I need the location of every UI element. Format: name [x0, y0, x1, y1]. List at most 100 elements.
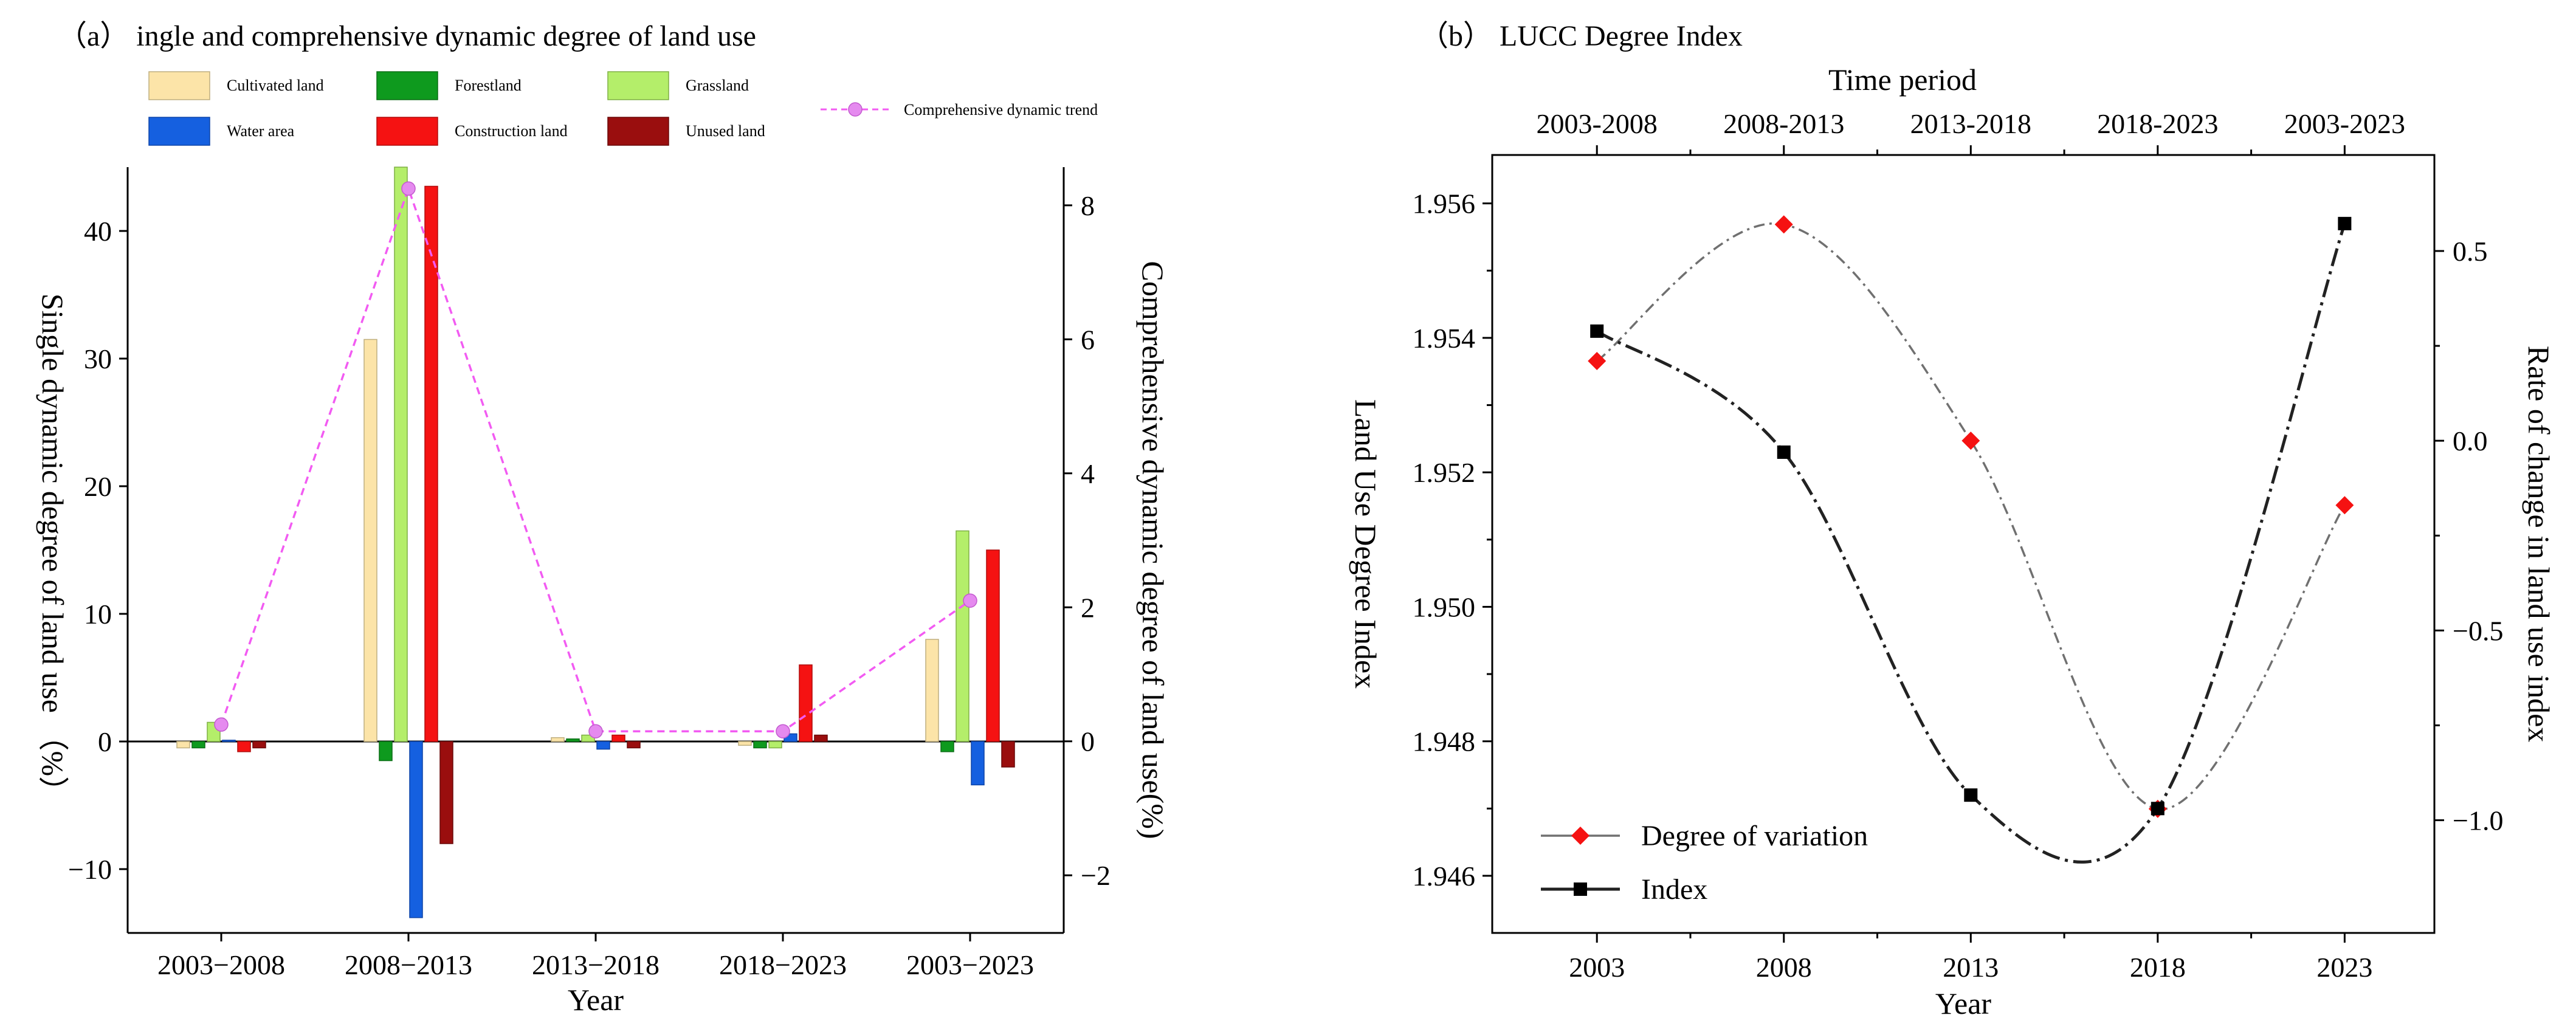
- legend-swatch-construction-land: [376, 117, 438, 146]
- panel-b-top-tick-label: 2003-2008: [1537, 108, 1658, 139]
- bar-grassland: [394, 167, 408, 742]
- panel-a-x-tick-label: 2003−2008: [157, 949, 285, 980]
- panel-b-x-ticks: 2003 2008 2013 2018 2023: [1569, 933, 2372, 983]
- legend-swatch-forestland: [376, 71, 438, 100]
- index-point: [2151, 802, 2164, 816]
- panel-b-top-tick-label: 2003-2023: [2284, 108, 2405, 139]
- bar-construction-land: [986, 549, 1000, 742]
- panel-b-y2-tick-label: −1.0: [2453, 805, 2503, 836]
- legend-swatch-grassland: [607, 71, 669, 100]
- bar-forestland: [753, 741, 767, 749]
- index-line: [1596, 223, 2346, 864]
- comprehensive-trend-line: [220, 185, 971, 732]
- degree-of-variation-point: [1588, 352, 1607, 371]
- panel-b-lines: [1588, 215, 2354, 864]
- comprehensive-trend-point: [588, 724, 603, 738]
- degree-of-variation-point: [2335, 496, 2354, 515]
- index-point: [1964, 788, 1978, 802]
- panel-b-top-tick-label: 2008-2013: [1723, 108, 1844, 139]
- panel-b-y2-tick-label: 0.0: [2453, 425, 2488, 456]
- panel-a-y-ticks: −10 0 10 20 30 40: [68, 216, 128, 885]
- bar-grassland: [768, 741, 782, 749]
- legend-label-forestland: Forestland: [455, 77, 522, 94]
- panel-a-x-tick-label: 2008−2013: [345, 949, 472, 980]
- index-point: [1590, 324, 1604, 338]
- degree-of-variation-point: [1961, 432, 1980, 450]
- panel-a-x-tick-label: 2013−2018: [532, 949, 659, 980]
- comprehensive-trend-point: [963, 593, 977, 608]
- degree-of-variation-point: [1774, 215, 1793, 234]
- panel-a-y2-label: Comprehensive dynamic degree of land use…: [1136, 261, 1170, 839]
- bar-water-area: [971, 741, 985, 786]
- index-point: [1777, 445, 1791, 459]
- panel-a-y-tick-label: 40: [84, 216, 112, 247]
- bar-construction-land: [237, 741, 251, 752]
- panel-a-x-label: Year: [568, 983, 624, 1017]
- panel-a-y2-tick-label: 0: [1081, 726, 1095, 757]
- bar-cultivated-land: [925, 639, 939, 742]
- panel-a: （a） ingle and comprehensive dynamic degr…: [36, 20, 1170, 1017]
- panel-a-y-tick-label: 20: [84, 471, 112, 502]
- bar-forestland: [379, 741, 393, 762]
- legend-label-water-area: Water area: [227, 122, 295, 140]
- legend-variation-marker: [1571, 827, 1589, 845]
- bar-water-area: [222, 740, 236, 742]
- panel-b-x-tick-label: 2018: [2130, 952, 2186, 983]
- panel-b-y-label: Land Use Degree Index: [1349, 399, 1383, 689]
- bar-unused-land: [252, 741, 266, 749]
- bar-unused-land: [627, 741, 641, 749]
- panel-b-y2-tick-label: −0.5: [2453, 615, 2503, 646]
- bar-water-area: [596, 741, 610, 750]
- panel-b-y-ticks: 1.946 1.948 1.950 1.952 1.954 1.956: [1413, 188, 1492, 892]
- panel-b-y2-ticks: −1.0 −0.5 0.0 0.5: [2434, 236, 2503, 836]
- panel-a-y-tick-label: 10: [84, 599, 112, 630]
- panel-b-top-tick-label: 2013-2018: [1910, 108, 2031, 139]
- panel-b-frame: [1491, 154, 2436, 934]
- panel-a-y2-tick-label: 8: [1081, 190, 1095, 221]
- bar-construction-land: [424, 185, 438, 742]
- panel-b-x-tick-label: 2003: [1569, 952, 1625, 983]
- panel-b-y-tick-label: 1.952: [1413, 457, 1476, 488]
- legend-trend-marker: [848, 102, 863, 117]
- panel-b-top-tick-label: 2018-2023: [2097, 108, 2218, 139]
- panel-a-legend: Cultivated land Water area Forestland Const…: [148, 71, 1098, 146]
- panel-b-y-tick-label: 1.956: [1413, 188, 1476, 219]
- bar-unused-land: [814, 734, 828, 742]
- panel-b-y2-tick-label: 0.5: [2453, 236, 2488, 267]
- bar-cultivated-land: [176, 741, 190, 749]
- legend-label-cultivated-land: Cultivated land: [227, 77, 324, 94]
- panel-a-x-ticks: 2003−2008 2008−2013 2013−2018 2018−2023 2003…: [157, 933, 1034, 980]
- panel-a-x-tick-label: 2018−2023: [719, 949, 847, 980]
- panel-a-y-tick-label: −10: [68, 854, 112, 885]
- bar-unused-land: [1001, 741, 1015, 768]
- panel-b-y-tick-label: 1.948: [1413, 726, 1476, 757]
- panel-a-title: （a） ingle and comprehensive dynamic degr…: [58, 20, 756, 52]
- panel-b-legend: Degree of variation Index: [1541, 820, 1868, 906]
- bar-cultivated-land: [738, 741, 752, 746]
- panel-b-y-tick-label: 1.954: [1413, 323, 1476, 354]
- panel-b-top-ticks: 2003-2008 2008-2013 2013-2018 2018-2023 2003…: [1537, 108, 2405, 155]
- panel-a-y2-tick-label: 2: [1081, 592, 1095, 623]
- bar-cultivated-land: [363, 339, 377, 742]
- panel-b-x-tick-label: 2008: [1756, 952, 1812, 983]
- index-point: [2338, 216, 2352, 230]
- panel-a-trend: [214, 181, 977, 738]
- legend-swatch-cultivated-land: [148, 71, 210, 100]
- panel-a-bars: [176, 167, 1015, 918]
- panel-a-y2-tick-label: 4: [1081, 458, 1095, 489]
- bar-water-area: [409, 741, 423, 918]
- panel-a-y2-tick-label: 6: [1081, 324, 1095, 355]
- panel-b-x-tick-label: 2013: [1943, 952, 1999, 983]
- bar-construction-land: [799, 664, 813, 742]
- legend-swatch-unused-land: [607, 117, 669, 146]
- bar-unused-land: [439, 741, 453, 844]
- panel-b-x-tick-label: 2023: [2316, 952, 2372, 983]
- degree-of-variation-line: [1596, 222, 2346, 810]
- bar-construction-land: [611, 734, 625, 742]
- legend-swatch-water-area: [148, 117, 210, 146]
- panel-b-y2-label: Rate of change in land use index: [2522, 346, 2556, 743]
- panel-b-x-label: Year: [1935, 986, 1991, 1020]
- panel-b-top-axis-label: Time period: [1828, 63, 1977, 97]
- comprehensive-trend-point: [214, 717, 229, 732]
